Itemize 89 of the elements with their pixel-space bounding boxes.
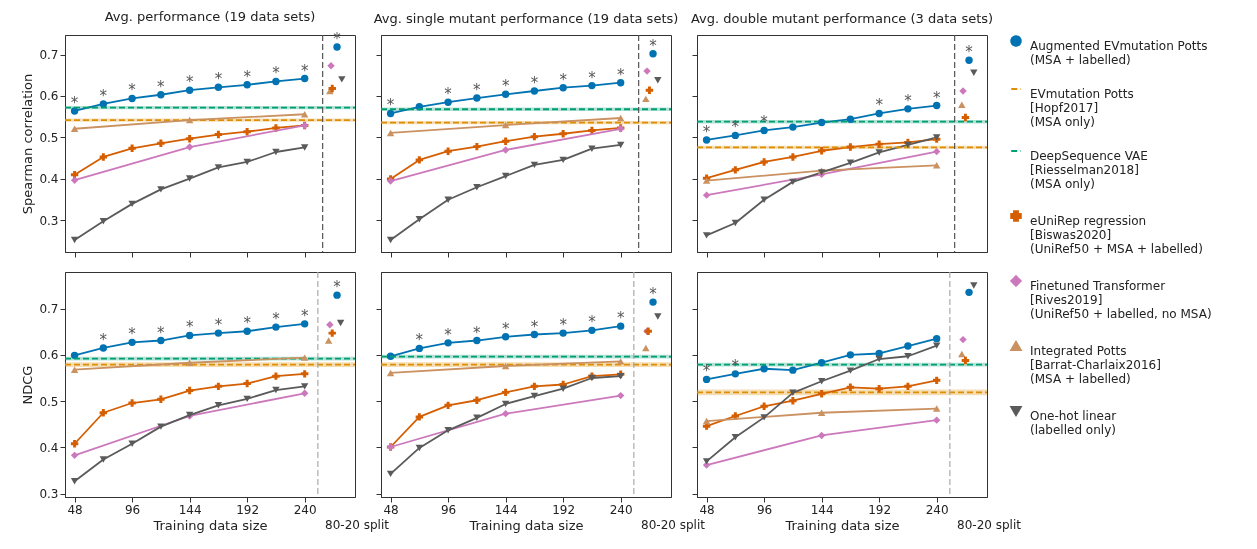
annotation: *: [731, 356, 740, 375]
text: 80-20 split: [325, 518, 390, 532]
legend-label: Integrated Potts [Barrat-Charlaix2016] (MSA + labelled): [1030, 344, 1161, 386]
y-tick-label: 0.6: [39, 348, 59, 363]
annotation: *: [128, 81, 137, 100]
y-tick-label: 0.6: [39, 89, 59, 104]
y-axis-title: NDCG: [20, 365, 36, 405]
annotation: *: [99, 330, 108, 349]
annotation: *: [214, 70, 223, 89]
y-tick-label: 0.7: [39, 302, 59, 317]
annotation: *: [588, 313, 597, 332]
x-tick-label: 240: [293, 502, 317, 517]
annotation: *: [760, 113, 769, 132]
x-axis-title: Training data size: [468, 517, 584, 533]
annotation: *: [473, 323, 482, 342]
annotation: *: [333, 278, 342, 297]
x-tick-label: 96: [124, 502, 141, 517]
annotation: *: [559, 70, 568, 89]
x-axis-title: Training data size: [152, 517, 268, 533]
annotation: *: [272, 64, 281, 83]
x-tick-label: 192: [236, 502, 260, 517]
annotation: *: [702, 362, 711, 381]
annotation: *: [649, 285, 658, 304]
annotation: *: [588, 68, 597, 87]
annotation: *: [128, 325, 137, 344]
annotation: *: [243, 67, 252, 86]
y-tick-label: 0.3: [39, 213, 59, 228]
annotation: *: [333, 30, 342, 49]
annotation: *: [530, 317, 539, 336]
legend-label: Finetuned Transformer [Rives2019] (UniRef50 + labelled, no MSA): [1030, 279, 1212, 321]
x-axis-title: Training data size: [784, 517, 900, 533]
chart-title: Avg. single mutant performance (19 data sets): [373, 11, 679, 27]
annotation: *: [616, 65, 625, 84]
y-tick-label: 0.4: [39, 440, 59, 455]
x-tick-label: 240: [925, 502, 949, 517]
annotation: *: [731, 118, 740, 137]
y-tick-label: 0.5: [39, 130, 59, 145]
legend-label: One-hot linear (labelled only): [1030, 409, 1117, 437]
legend-label: DeepSequence VAE [Riesselman2018] (MSA only): [1030, 149, 1148, 191]
annotation: *: [501, 77, 510, 96]
annotation: *: [702, 122, 711, 141]
annotation: *: [272, 310, 281, 329]
y-tick-label: 0.5: [39, 394, 59, 409]
annotation: *: [214, 316, 223, 335]
x-tick-label: 192: [552, 502, 576, 517]
annotation: *: [185, 73, 194, 92]
annotation: *: [386, 96, 395, 115]
annotation: *: [70, 93, 79, 112]
annotation: *: [875, 96, 884, 115]
annotation: *: [157, 323, 166, 342]
x-tick-label: 96: [756, 502, 773, 517]
y-axis-title: Spearman correlation: [20, 73, 36, 215]
y-tick-label: 0.7: [39, 48, 59, 62]
x-tick-label: 96: [440, 502, 457, 517]
chart-title: Avg. double mutant performance (3 data sets): [690, 11, 994, 27]
annotation: *: [501, 319, 510, 338]
legend-label: EVmutation Potts [Hopf2017] (MSA only): [1030, 87, 1134, 129]
y-tick-label: 0.3: [39, 487, 59, 502]
y-tick-label: 0.4: [39, 172, 59, 187]
x-tick-label: 144: [178, 502, 202, 517]
x-tick-label: 48: [383, 502, 399, 517]
annotation: *: [559, 316, 568, 335]
annotation: *: [904, 91, 913, 110]
annotation: *: [243, 314, 252, 333]
annotation: *: [649, 36, 658, 55]
annotation: *: [444, 325, 453, 344]
annotation: *: [616, 309, 625, 328]
text: 80-20 split: [641, 518, 706, 532]
text: 80-20 split: [957, 518, 1022, 532]
x-tick-label: 144: [494, 502, 518, 517]
annotation: *: [300, 61, 309, 80]
annotation: *: [444, 85, 453, 104]
legend-label: Augmented EVmutation Potts (MSA + labelled): [1030, 39, 1208, 67]
x-tick-label: 240: [609, 502, 633, 517]
x-tick-label: 48: [699, 502, 715, 517]
x-tick-label: 48: [67, 502, 83, 517]
chart-title: Avg. performance (19 data sets): [104, 9, 316, 25]
annotation: *: [300, 306, 309, 325]
annotation: *: [415, 331, 424, 350]
annotation: *: [185, 318, 194, 337]
annotation: *: [157, 77, 166, 96]
x-tick-label: 144: [810, 502, 834, 517]
x-tick-label: 192: [868, 502, 892, 517]
annotation: *: [965, 43, 974, 62]
annotation: *: [932, 88, 941, 107]
annotation: *: [530, 74, 539, 93]
legend-label: eUniRep regression [Biswas2020] (UniRef50 + MSA + labelled): [1030, 214, 1203, 256]
annotation: *: [473, 81, 482, 100]
annotation: *: [99, 86, 108, 105]
